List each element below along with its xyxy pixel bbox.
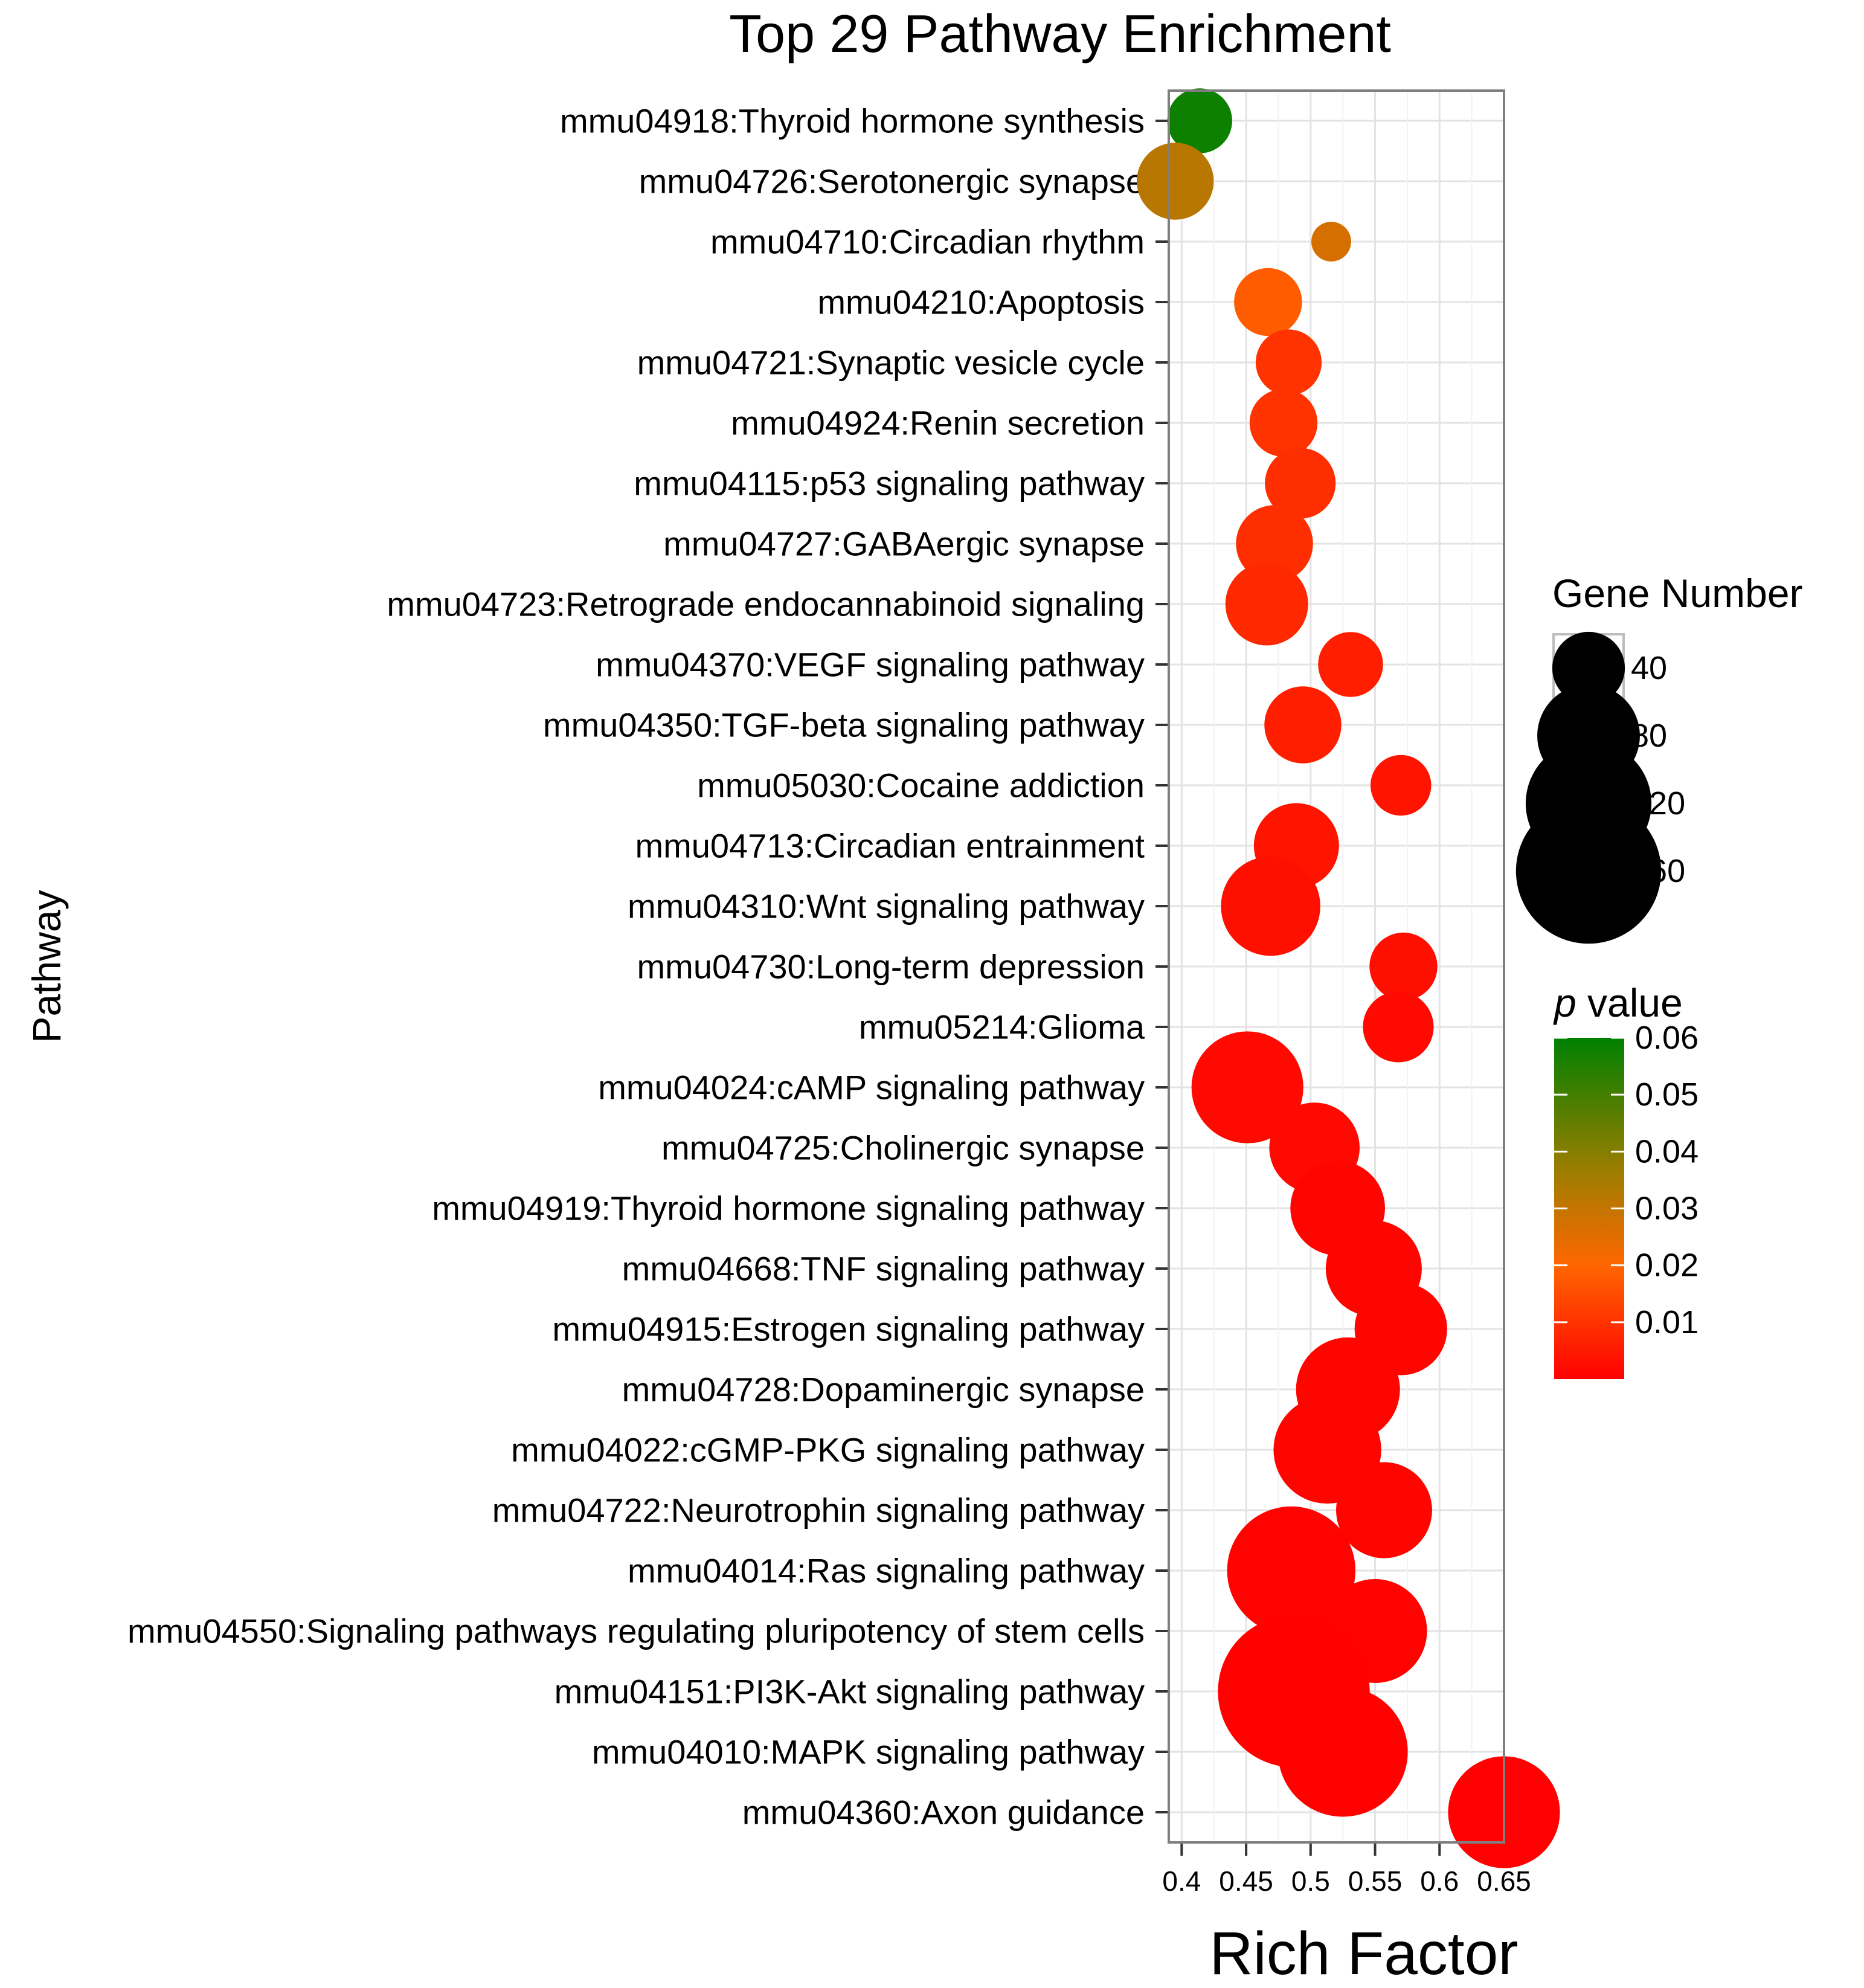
y-tick-label: mmu04924:Renin secretion (731, 404, 1145, 442)
data-point (1225, 562, 1308, 646)
x-tick-label: 0.45 (1219, 1865, 1273, 1897)
y-tick-label: mmu04210:Apoptosis (817, 283, 1145, 321)
color-legend-label: 0.03 (1635, 1191, 1698, 1227)
color-legend-label: 0.04 (1635, 1133, 1698, 1169)
data-point (1265, 448, 1336, 519)
data-point (1191, 1031, 1303, 1144)
y-tick-label: mmu04918:Thyroid hormone synthesis (560, 102, 1145, 140)
y-tick-label: mmu04668:TNF signaling pathway (622, 1250, 1145, 1288)
x-tick-label: 0.55 (1348, 1865, 1403, 1897)
y-tick-labels: mmu04918:Thyroid hormone synthesis mmu047… (127, 102, 1169, 1832)
y-tick-label: mmu04024:cAMP signaling pathway (598, 1069, 1145, 1107)
y-tick-label: mmu04360:Axon guidance (742, 1793, 1145, 1832)
y-tick-label: mmu04550:Signaling pathways regulating p… (127, 1612, 1145, 1650)
data-point (1234, 268, 1302, 336)
y-tick-label: mmu04350:TGF-beta signaling pathway (543, 706, 1145, 744)
size-legend-title: Gene Number (1552, 571, 1803, 616)
x-tick-label: 0.5 (1291, 1865, 1330, 1897)
data-point (1370, 754, 1432, 816)
plot-area: mmu04918:Thyroid hormone synthesis mmu047… (127, 88, 1560, 1897)
y-tick-label: mmu04115:p53 signaling pathway (634, 465, 1145, 503)
data-point (1136, 143, 1214, 220)
y-tick-label: mmu04723:Retrograde endocannabinoid sign… (387, 585, 1145, 623)
color-legend-label: 0.02 (1635, 1247, 1698, 1284)
y-tick-label: mmu05030:Cocaine addiction (697, 767, 1145, 805)
data-point (1335, 1462, 1432, 1559)
data-point (1264, 686, 1342, 764)
chart-title: Top 29 Pathway Enrichment (729, 4, 1391, 63)
color-legend-label: 0.05 (1635, 1076, 1698, 1113)
color-legend-label: 0.01 (1635, 1304, 1698, 1340)
y-tick-label: mmu05214:Glioma (859, 1008, 1145, 1046)
x-tick-label: 0.6 (1420, 1865, 1459, 1897)
x-tick-label: 0.4 (1162, 1865, 1201, 1897)
size-legend-label: 160 (1631, 853, 1685, 889)
data-point (1227, 1506, 1356, 1635)
data-point (1236, 505, 1313, 582)
y-tick-label: mmu04370:VEGF signaling pathway (596, 646, 1145, 684)
y-tick-label: mmu04310:Wnt signaling pathway (628, 887, 1145, 925)
y-axis-title: Pathway (24, 890, 69, 1043)
y-tick-label: mmu04725:Cholinergic synapse (661, 1129, 1145, 1167)
x-axis-title: Rich Factor (1209, 1920, 1518, 1987)
data-point (1167, 88, 1232, 153)
data-point (1249, 388, 1318, 457)
plot-border (1168, 89, 1505, 1844)
color-legend-title: p value (1553, 980, 1683, 1025)
size-legend-circle (1552, 631, 1625, 705)
y-tick-label: mmu04014:Ras signaling pathway (628, 1552, 1145, 1590)
y-tick-label: mmu04919:Thyroid hormone signaling pathw… (432, 1189, 1145, 1227)
data-point (1221, 856, 1320, 956)
gene-number-legend: Gene Number 40 80 120 160 (1515, 571, 1803, 944)
size-legend-label: 120 (1631, 785, 1685, 822)
y-tick-label: mmu04721:Synaptic vesicle cycle (637, 344, 1145, 382)
data-point (1363, 991, 1434, 1063)
y-tick-label: mmu04728:Dopaminergic synapse (622, 1371, 1145, 1409)
y-tick-label: mmu04010:MAPK signaling pathway (592, 1733, 1145, 1771)
size-legend-label: 80 (1631, 718, 1667, 754)
data-point (1318, 632, 1383, 697)
size-legend-circle (1515, 798, 1662, 944)
y-tick-label: mmu04022:cGMP-PKG signaling pathway (511, 1431, 1145, 1469)
y-tick-label: mmu04710:Circadian rhythm (710, 223, 1145, 261)
color-legend-label: 0.06 (1635, 1020, 1698, 1056)
x-tick-labels: 0.4 0.45 0.5 0.55 0.6 0.65 (1162, 1842, 1531, 1897)
color-legend-title-italic: p (1553, 980, 1576, 1025)
x-tick-label: 0.65 (1477, 1865, 1531, 1897)
data-point (1369, 932, 1438, 1001)
y-axis-title-group: Pathway (24, 890, 69, 1043)
y-tick-label: mmu04727:GABAergic synapse (663, 525, 1145, 563)
y-tick-label: mmu04730:Long-term depression (637, 948, 1145, 986)
y-tick-label: mmu04722:Neurotrophin signaling pathway (492, 1491, 1145, 1530)
data-point (1255, 329, 1322, 396)
data-points (1136, 88, 1560, 1868)
color-legend-title-rest: value (1576, 980, 1683, 1025)
data-point (1311, 222, 1351, 262)
y-tick-label: mmu04726:Serotonergic synapse (639, 162, 1145, 201)
y-tick-label: mmu04151:PI3K-Akt signaling pathway (554, 1673, 1145, 1711)
y-tick-label: mmu04915:Estrogen signaling pathway (552, 1310, 1145, 1348)
data-point (1277, 1687, 1408, 1817)
y-tick-label: mmu04713:Circadian entrainment (635, 827, 1145, 865)
size-legend-label: 40 (1631, 650, 1667, 686)
